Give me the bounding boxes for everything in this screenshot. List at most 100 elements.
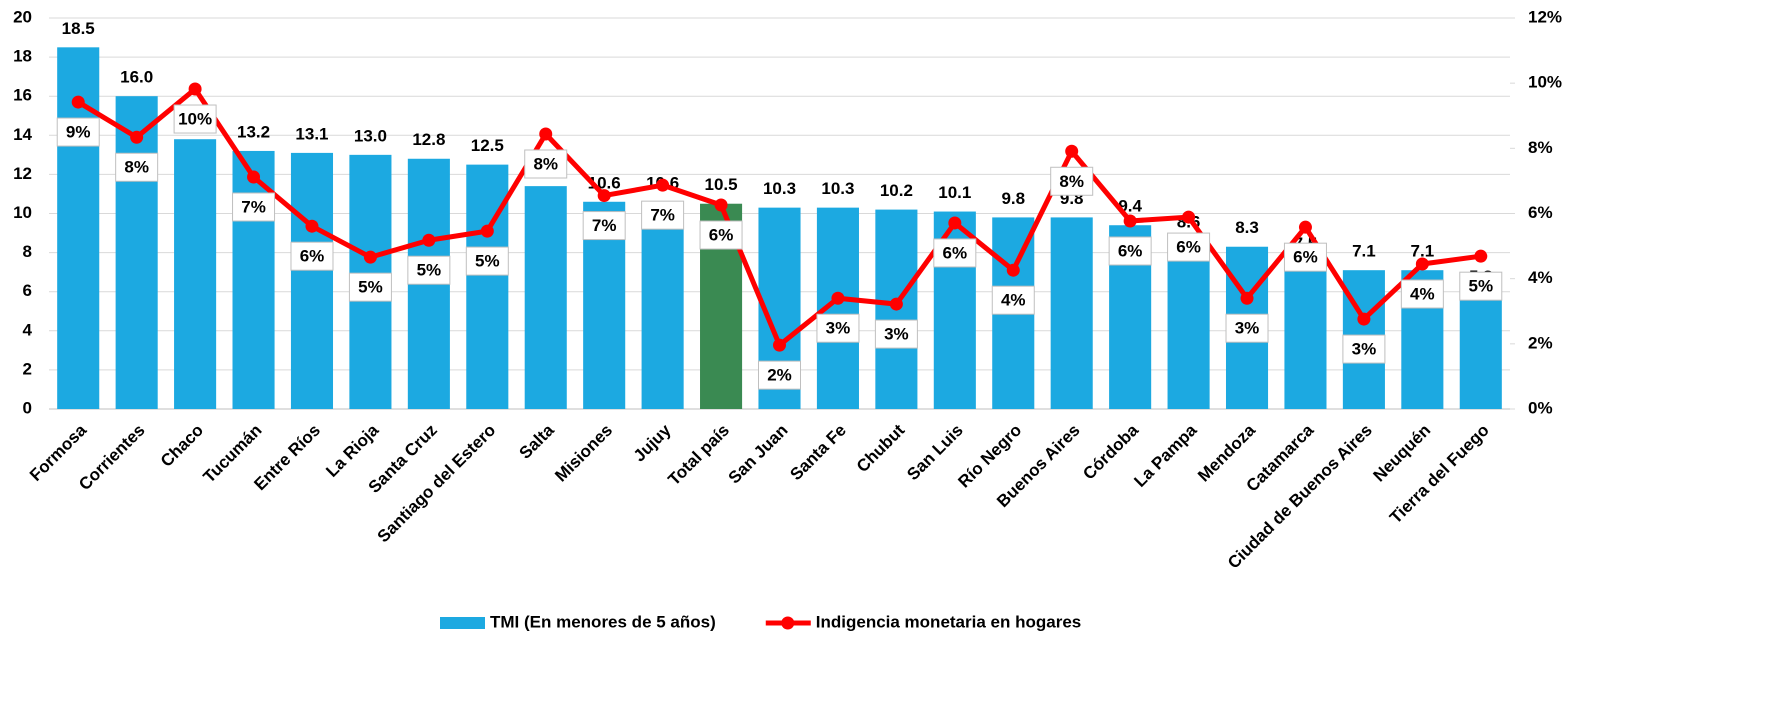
y-tick-label: 6 — [23, 281, 32, 300]
bar-value-label: 13.0 — [354, 126, 387, 145]
bar-value-label: 13.1 — [295, 124, 328, 143]
bar-value-label: 8.3 — [1235, 218, 1259, 237]
label-box — [641, 200, 685, 230]
label-box — [933, 238, 977, 268]
y-tick-label: 4 — [23, 320, 33, 339]
bar-value-label: 10.3 — [763, 179, 796, 198]
line-value-label-group: 5% — [407, 255, 451, 285]
line-value-label-group: 7% — [232, 192, 276, 222]
line-point — [1415, 257, 1429, 271]
line-value-label-group: 6% — [933, 238, 977, 268]
line-point — [305, 219, 319, 233]
line-value-label-group: 6% — [699, 220, 743, 250]
label-box — [582, 211, 626, 241]
x-tick-label: Jujuy — [630, 420, 675, 465]
line-point — [480, 224, 494, 238]
x-tick-label: Total país — [664, 421, 733, 490]
line-point — [363, 250, 377, 264]
line-point — [71, 95, 85, 109]
label-box — [991, 285, 1035, 315]
x-tick-label: Chaco — [157, 421, 207, 471]
line-value-label: 6% — [1293, 248, 1318, 267]
y-tick-label: 8 — [23, 242, 32, 261]
bar — [115, 96, 158, 409]
bar — [466, 164, 509, 409]
bar-value-label: 7.1 — [1411, 242, 1435, 261]
label-box — [1108, 236, 1152, 266]
legend-swatch — [440, 617, 485, 629]
label-box — [465, 246, 509, 276]
line-value-label-group: 8% — [524, 149, 568, 179]
y-tick-label: 2 — [23, 359, 32, 378]
line-value-label: 5% — [417, 261, 442, 280]
bar-value-label: 10.1 — [938, 183, 971, 202]
label-box — [758, 360, 801, 390]
label-box — [173, 104, 217, 134]
label-box — [1167, 232, 1211, 262]
x-tick-label: Santa Fe — [786, 421, 850, 485]
line-point — [1357, 312, 1371, 326]
label-box — [524, 149, 568, 179]
line-value-label: 3% — [884, 325, 909, 344]
line-value-label-group: 10% — [173, 104, 217, 134]
bar-value-label: 9.8 — [1001, 189, 1025, 208]
y-tick-label: 16 — [13, 86, 32, 105]
line-value-label: 10% — [178, 110, 212, 129]
line-value-label: 3% — [1235, 319, 1260, 338]
line-point — [656, 178, 670, 192]
x-tick-label: San Juan — [725, 421, 792, 488]
legend-label: Indigencia monetaria en hogares — [816, 612, 1081, 631]
legend-marker — [781, 616, 795, 630]
label-box — [115, 152, 159, 182]
line-point — [247, 170, 261, 184]
line-point — [948, 216, 962, 230]
bar-value-label: 12.8 — [412, 130, 445, 149]
line-value-label: 4% — [1410, 284, 1435, 303]
y-tick-label: 18 — [13, 47, 32, 66]
bar-value-label: 10.2 — [880, 181, 913, 200]
line-value-label-group: 5% — [1459, 271, 1503, 301]
y-tick-label: 10 — [13, 203, 32, 222]
y2-tick-label: 2% — [1528, 333, 1553, 352]
bar-value-label: 7.1 — [1352, 242, 1376, 261]
line-value-label-group: 8% — [1050, 166, 1094, 196]
line-value-label-group: 3% — [816, 313, 860, 343]
line-value-label: 7% — [650, 206, 675, 225]
label-box — [56, 117, 100, 147]
bar-value-label: 16.0 — [120, 68, 153, 87]
line-value-label: 4% — [1001, 291, 1026, 310]
line-point — [1065, 144, 1079, 158]
label-box — [348, 272, 392, 302]
label-box — [1283, 242, 1327, 272]
line-value-label: 9% — [66, 123, 91, 142]
bar-value-label: 10.3 — [821, 179, 854, 198]
line-value-label-group: 8% — [115, 152, 159, 182]
line-value-label-group: 7% — [641, 200, 685, 230]
bar-value-label: 12.5 — [471, 136, 504, 155]
line-value-label-group: 6% — [290, 241, 334, 271]
x-tick-label: La Pampa — [1130, 420, 1201, 491]
y-tick-label: 12 — [13, 164, 32, 183]
line-value-label: 8% — [533, 154, 558, 173]
line-value-label-group: 6% — [1283, 242, 1327, 272]
line-value-label: 5% — [475, 252, 500, 271]
y2-tick-label: 6% — [1528, 203, 1553, 222]
line-value-label-group: 4% — [1400, 279, 1444, 309]
label-box — [1050, 166, 1094, 196]
label-box — [1225, 313, 1269, 343]
line-point — [422, 233, 436, 247]
line-value-label: 7% — [592, 216, 617, 235]
line-point — [188, 82, 202, 96]
line-value-label-group: 3% — [874, 319, 918, 349]
line-value-label-group: 4% — [991, 285, 1035, 315]
x-tick-label: Misiones — [551, 421, 616, 486]
legend-label: TMI (En menores de 5 años) — [490, 612, 716, 631]
bar — [1167, 240, 1210, 409]
line-point — [714, 198, 728, 212]
bar — [641, 201, 684, 409]
line-value-label: 7% — [241, 197, 266, 216]
line-value-label: 3% — [826, 319, 851, 338]
line-value-label: 8% — [124, 158, 149, 177]
bar — [524, 186, 567, 409]
line-value-label: 2% — [767, 366, 792, 385]
